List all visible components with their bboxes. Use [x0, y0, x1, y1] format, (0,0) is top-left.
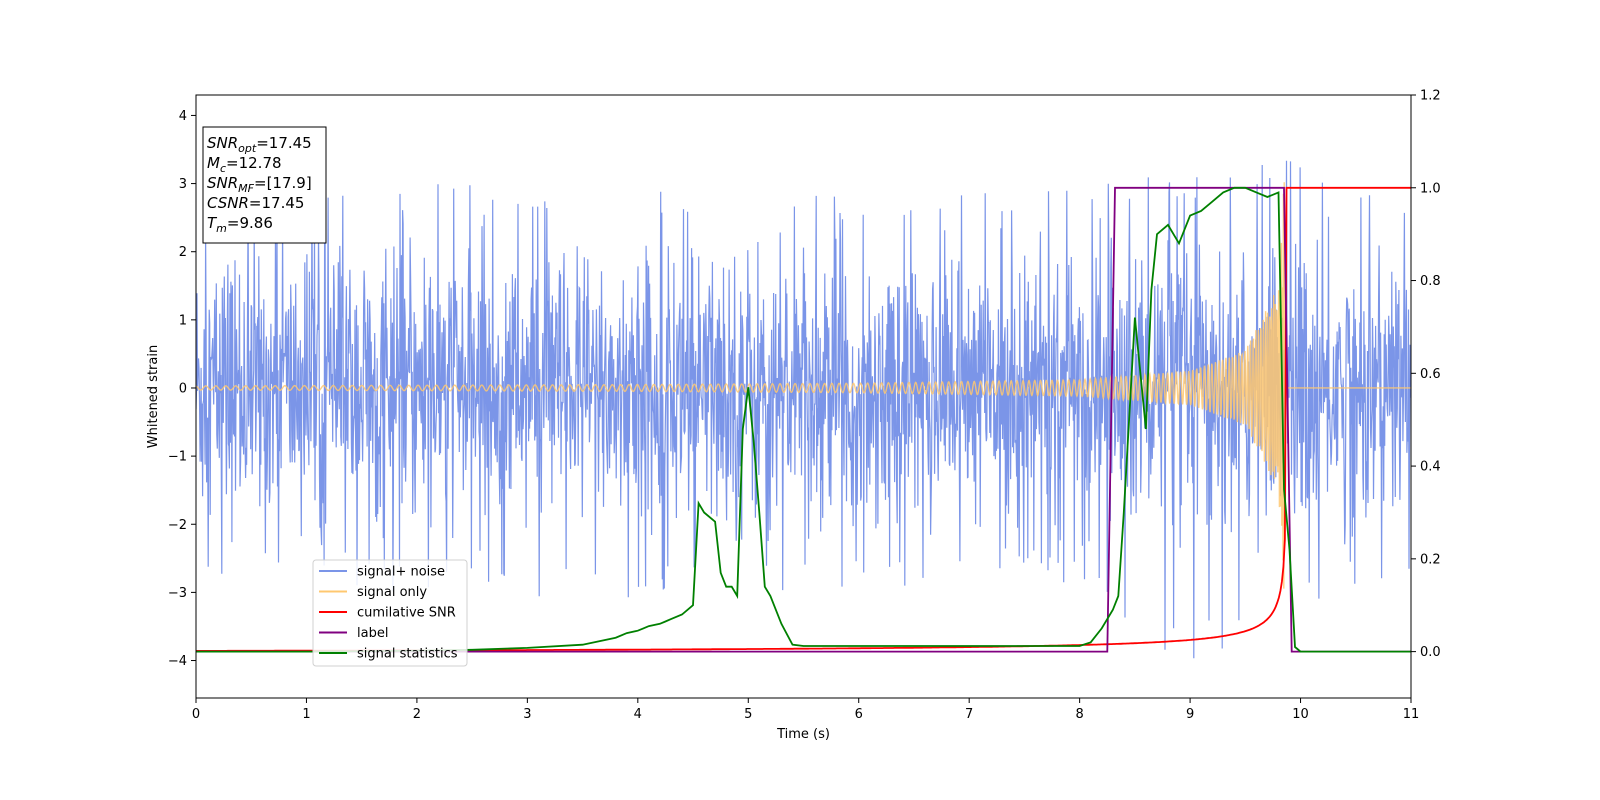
annotation-line: SNRopt=17.45 [207, 134, 312, 155]
x-tick-label: 10 [1292, 707, 1309, 722]
annotation-line: CSNR=17.45 [207, 194, 304, 212]
annotation-symbol: T [207, 214, 218, 232]
x-tick-label: 4 [634, 707, 642, 722]
x-tick-label: 1 [302, 707, 310, 722]
y2-tick-label: 1.0 [1420, 181, 1441, 196]
annotation-subscript: MF [238, 182, 254, 195]
legend-entry: signal+ noise [357, 565, 445, 580]
axes: 0 1 2 3 4 5 6 7 8 9 10 1143210−1−2−3−41.21.00.80.60… [168, 89, 1441, 723]
series-signal-only-line [196, 182, 1411, 589]
legend: signal+ noise signal only cumilative SNR la… [312, 559, 468, 667]
y-tick-label: 2 [179, 245, 187, 260]
annotation-subscript: opt [238, 142, 257, 155]
legend-entry: signal statistics [357, 647, 458, 662]
y2-tick-label: 0.6 [1420, 367, 1441, 382]
y2-tick-label: 0.0 [1420, 645, 1441, 660]
y-tick-label: 4 [179, 109, 187, 124]
annotation-symbol: CSNR [207, 194, 249, 212]
annotation-frame [202, 126, 327, 244]
y2-tick-label: 0.8 [1420, 274, 1441, 289]
y-tick-label: 0 [179, 381, 187, 396]
legend-entry: signal only [357, 585, 427, 600]
legend-entry: label [357, 626, 388, 641]
annotation-box: SNRopt=17.45Mc=12.78SNRMF=[17.9]CSNR=17.… [202, 126, 327, 244]
y-tick-label: −1 [168, 450, 187, 465]
series-signal-statistics-line [196, 186, 1411, 653]
annotation-symbol: SNR [207, 134, 238, 152]
x-tick-label: 9 [1186, 707, 1194, 722]
y-tick-label: −2 [168, 518, 187, 533]
annotation-line: Mc=12.78 [207, 154, 282, 175]
x-tick-label: 3 [523, 707, 531, 722]
y-tick-label: 3 [179, 177, 187, 192]
y2-tick-label: 1.2 [1420, 89, 1441, 104]
y2-tick-label: 0.2 [1420, 552, 1441, 567]
annotation-line: Tm=9.86 [207, 214, 273, 235]
annotation-value: =12.78 [226, 154, 282, 172]
annotation-symbol: SNR [207, 174, 238, 192]
annotation-value: =17.45 [256, 134, 312, 152]
y2-tick-label: 0.4 [1420, 460, 1441, 475]
series-signal-noise-line [196, 160, 1411, 659]
y-tick-label: −4 [168, 654, 187, 669]
y-tick-label: −3 [168, 586, 187, 601]
legend-frame [312, 559, 468, 667]
x-tick-label: 11 [1403, 707, 1420, 722]
annotation-subscript: c [220, 162, 226, 175]
annotation-line: SNRMF=[17.9] [207, 174, 312, 195]
x-tick-label: 0 [192, 707, 200, 722]
y-tick-label: 1 [179, 313, 187, 328]
x-axis-label: Time (s) [776, 727, 830, 742]
annotation-value: =[17.9] [254, 174, 312, 192]
legend-entry: cumilative SNR [357, 606, 456, 621]
annotation-value: =17.45 [249, 194, 305, 212]
x-tick-label: 5 [744, 707, 752, 722]
x-tick-label: 2 [413, 707, 421, 722]
annotation-value: =9.86 [227, 214, 273, 232]
x-tick-label: 7 [965, 707, 973, 722]
x-tick-label: 6 [855, 707, 863, 722]
annotation-symbol: M [207, 154, 220, 172]
y-axis-label: Whitened strain [146, 345, 161, 448]
plot-frame [195, 94, 1412, 699]
x-tick-label: 8 [1075, 707, 1083, 722]
annotation-subscript: m [216, 222, 227, 235]
